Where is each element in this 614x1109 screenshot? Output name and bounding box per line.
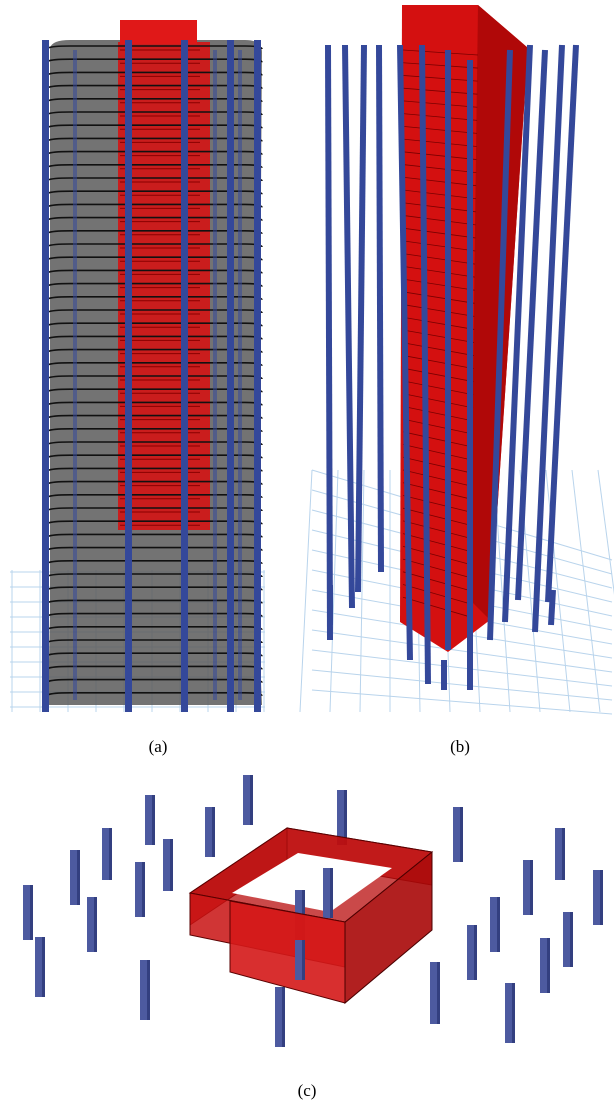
column (227, 40, 234, 712)
column-side (147, 960, 150, 1020)
column (328, 45, 330, 640)
column-side (250, 775, 253, 825)
column-side (512, 983, 515, 1043)
column-side (530, 860, 533, 915)
column-side (109, 828, 112, 880)
panel-label: (c) (298, 1081, 317, 1100)
column-side (547, 938, 550, 993)
ground-grid (572, 470, 600, 712)
column-side (170, 839, 173, 891)
column (181, 40, 188, 712)
column-side (344, 790, 347, 845)
column-side (94, 897, 97, 952)
panel-a-model (10, 20, 265, 712)
column-side (600, 870, 603, 925)
panel-label: (b) (450, 737, 470, 756)
column (254, 40, 261, 712)
column (379, 45, 381, 572)
column-side (77, 850, 80, 905)
column-side (212, 807, 215, 857)
column-side (497, 897, 500, 952)
column (238, 50, 242, 700)
column-side (330, 868, 333, 918)
figure: (a) (b) (c) (0, 0, 614, 1109)
column (345, 45, 352, 608)
panel-c-model (23, 775, 603, 1047)
column-side (474, 925, 477, 980)
column (213, 50, 217, 700)
column-side (142, 862, 145, 917)
column (42, 40, 49, 712)
column-side (562, 828, 565, 880)
ground-grid (312, 690, 612, 714)
column-side (282, 987, 285, 1047)
column-side (30, 885, 33, 940)
panel-b-model (300, 5, 614, 714)
column-side (42, 937, 45, 997)
column (125, 40, 132, 712)
column (548, 45, 576, 602)
column-side (152, 795, 155, 845)
column-stub (551, 590, 553, 625)
column-side (302, 940, 305, 980)
column-side (460, 807, 463, 862)
ground-grid (300, 470, 312, 712)
ground-grid (598, 470, 614, 712)
panel-label: (a) (149, 737, 168, 756)
column-side (437, 962, 440, 1024)
column (73, 50, 77, 700)
column-side (570, 912, 573, 967)
